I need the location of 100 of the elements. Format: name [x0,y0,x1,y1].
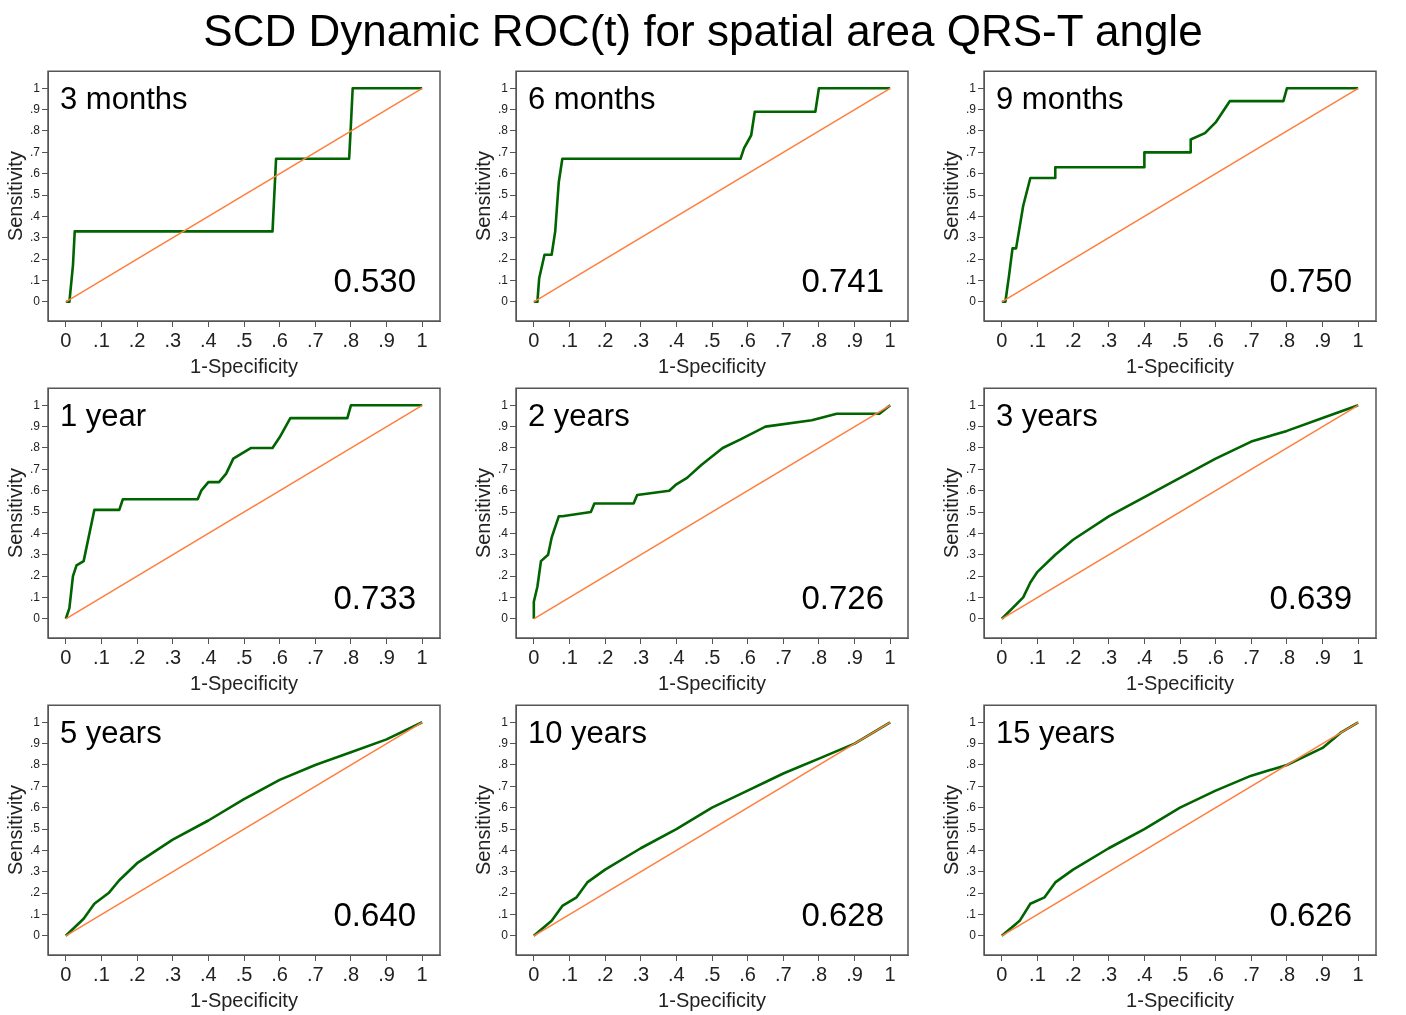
y-tick-label: .5 [29,821,41,836]
x-tick-label: .1 [1029,962,1046,985]
y-tick-label: .3 [29,547,41,562]
x-tick-label: 0 [60,962,72,985]
y-tick-label: 0 [33,294,41,309]
y-tick-label: .9 [497,418,509,433]
y-tick-label: 1 [969,80,977,95]
x-tick-label: .2 [128,645,146,668]
y-tick-label: 0 [33,928,41,943]
annotation: 9 months [996,81,1124,117]
y-tick-label: .4 [29,525,41,540]
x-tick-label: .9 [1314,962,1331,985]
y-tick-label: .6 [497,799,509,814]
y-axis-title: Sensitivity [471,468,494,559]
x-tick-label: .7 [774,328,792,351]
y-tick-label: .6 [965,165,977,180]
y-tick-label: .8 [29,123,41,138]
y-tick-label: .7 [29,778,41,793]
y-tick-label: .9 [965,101,977,116]
y-tick-label: 1 [969,714,977,729]
y-tick-label: .1 [965,589,977,604]
y-tick-label: .8 [497,123,509,138]
x-tick-label: .3 [164,962,182,985]
annotation: 0.628 [801,895,884,933]
y-tick-label: .4 [965,208,977,223]
y-tick-label: 1 [969,397,977,412]
x-tick-label: .9 [846,962,863,985]
x-tick-label: .3 [632,328,650,351]
y-tick-label: .2 [497,885,509,900]
x-tick-label: .2 [596,962,614,985]
y-tick-label: .5 [29,504,41,519]
y-tick-label: .3 [29,864,41,879]
x-axis-title: 1-Specificity [658,988,766,1011]
y-tick-label: .7 [497,778,509,793]
y-tick-label: 1 [501,714,509,729]
x-tick-label: 0 [528,328,540,351]
x-tick-label: .9 [846,645,863,668]
y-tick-label: 1 [33,714,41,729]
y-tick-label: .5 [965,504,977,519]
y-tick-label: .8 [965,757,977,772]
y-tick-label: .4 [497,842,509,857]
y-tick-label: .9 [29,418,41,433]
x-tick-label: .3 [164,645,182,668]
x-tick-label: .9 [846,328,863,351]
annotation: 10 years [528,715,647,751]
y-tick-label: .5 [29,187,41,202]
y-tick-label: .2 [29,251,41,266]
y-tick-label: .6 [965,482,977,497]
x-tick-label: 0 [996,328,1008,351]
x-axis-title: 1-Specificity [1126,354,1234,377]
y-tick-label: 0 [501,611,509,626]
x-tick-label: .5 [703,328,721,351]
x-tick-label: .5 [1171,328,1189,351]
y-tick-label: .3 [497,864,509,879]
y-tick-label: .5 [497,504,509,519]
x-tick-label: .8 [1278,328,1296,351]
annotation: 0.750 [1269,261,1352,299]
y-tick-label: .7 [29,144,41,159]
y-tick-label: .1 [29,589,41,604]
y-tick-label: .2 [497,251,509,266]
y-tick-label: .4 [29,208,41,223]
y-tick-label: .1 [29,906,41,921]
x-tick-label: .2 [128,328,146,351]
y-tick-label: 0 [501,928,509,943]
x-tick-label: .8 [342,962,360,985]
y-tick-label: .2 [29,568,41,583]
annotation: 3 years [996,398,1098,434]
annotation: 0.530 [333,261,416,299]
y-tick-label: .8 [497,757,509,772]
x-axis-title: 1-Specificity [658,671,766,694]
annotation: 6 months [528,81,656,117]
x-tick-label: 0 [996,645,1008,668]
x-tick-label: .9 [378,645,395,668]
y-tick-label: .5 [965,821,977,836]
y-tick-label: 1 [501,397,509,412]
annotation: 3 months [60,81,188,117]
y-tick-label: .3 [497,230,509,245]
x-tick-label: .8 [342,645,360,668]
y-tick-label: 0 [33,611,41,626]
y-tick-label: .3 [965,230,977,245]
x-tick-label: .2 [1064,328,1082,351]
x-tick-label: .7 [306,962,324,985]
x-axis-title: 1-Specificity [190,988,298,1011]
x-tick-label: .4 [1136,645,1153,668]
x-tick-label: .5 [703,962,721,985]
annotation: 5 years [60,715,162,751]
x-tick-label: .6 [1207,328,1224,351]
annotation: 0.639 [1269,578,1352,616]
x-tick-label: .6 [271,962,288,985]
y-tick-label: 0 [969,611,977,626]
y-tick-label: .8 [497,440,509,455]
y-tick-label: .8 [29,757,41,772]
x-tick-label: 1 [1352,328,1364,351]
y-tick-label: .9 [497,101,509,116]
y-axis-title: Sensitivity [471,151,494,242]
x-tick-label: .6 [1207,645,1224,668]
x-tick-label: .4 [1136,962,1153,985]
x-tick-label: .4 [200,328,217,351]
y-axis-title: Sensitivity [939,785,962,876]
y-tick-label: .9 [965,735,977,750]
